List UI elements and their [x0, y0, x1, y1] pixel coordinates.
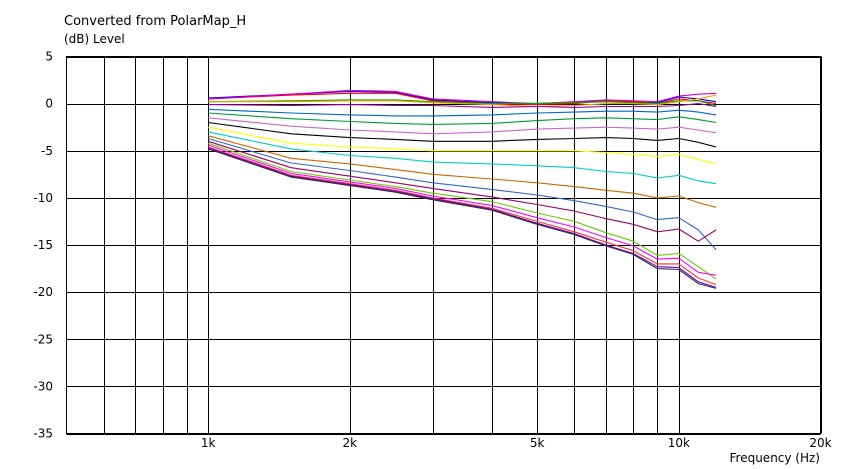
x-tick-label: 2k	[343, 436, 358, 450]
x-tick-label: 10k	[668, 436, 690, 450]
y-tick-label: -25	[33, 332, 53, 346]
y-tick-label: -35	[33, 427, 53, 441]
y-tick-label: 0	[45, 97, 53, 111]
series-line-2	[208, 92, 717, 106]
y-tick-label: -30	[33, 379, 53, 393]
series-line-15	[208, 140, 717, 242]
y-tick-label: -5	[41, 144, 53, 158]
y-axis-label: (dB) Level	[64, 32, 125, 46]
series-line-9	[208, 117, 717, 135]
series-line-11	[208, 126, 717, 165]
series-line-17	[208, 144, 717, 276]
chart-title: Converted from PolarMap_H	[64, 14, 246, 29]
series-line-8	[208, 112, 717, 125]
series-line-10	[208, 121, 717, 148]
y-tick-label: -15	[33, 238, 53, 252]
series-line-7	[208, 108, 717, 117]
y-tick-label: -20	[33, 285, 53, 299]
series-line-18	[208, 146, 717, 286]
series-line-12	[208, 131, 717, 185]
series-line-13	[208, 135, 717, 208]
x-tick-label: 1k	[201, 436, 216, 450]
x-axis-label: Frequency (Hz)	[730, 451, 821, 465]
series-line-5	[208, 94, 717, 108]
x-tick-labels: 1k 2k 5k 10k 20k	[201, 436, 832, 450]
series-line-20	[208, 148, 717, 289]
y-tick-label: 5	[45, 50, 53, 64]
x-tick-label: 5k	[530, 436, 545, 450]
series-line-16	[208, 142, 717, 280]
series-line-19	[208, 147, 717, 288]
x-tick-label: 20k	[809, 436, 831, 450]
y-tick-labels: 5 0 -5 -10 -15 -20 -25 -30 -35	[33, 50, 53, 441]
series-line-6	[208, 103, 717, 108]
y-tick-label: -10	[33, 191, 53, 205]
series-line-4	[208, 99, 717, 107]
series-lines	[208, 89, 717, 289]
series-line-14	[208, 137, 717, 251]
grid	[66, 56, 822, 435]
